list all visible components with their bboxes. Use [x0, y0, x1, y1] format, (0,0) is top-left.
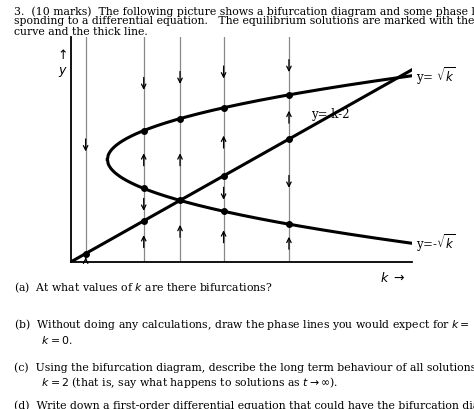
Text: (d)  Write down a first-order differential equation that could have the bifurcat: (d) Write down a first-order differentia… — [14, 401, 474, 409]
Text: sponding to a differential equation.   The equilibrium solutions are marked with: sponding to a differential equation. The… — [14, 16, 474, 26]
Text: y= $\sqrt{k}$: y= $\sqrt{k}$ — [416, 65, 456, 87]
Text: y= k-2: y= k-2 — [311, 108, 349, 121]
Text: $\uparrow$
$y$: $\uparrow$ $y$ — [55, 48, 67, 79]
Text: 3.  (10 marks)  The following picture shows a bifurcation diagram and some phase: 3. (10 marks) The following picture show… — [14, 6, 474, 17]
Text: (a)  At what values of $k$ are there bifurcations?: (a) At what values of $k$ are there bifu… — [14, 280, 273, 294]
Text: y=-$\sqrt{k}$: y=-$\sqrt{k}$ — [416, 232, 456, 254]
Text: (b)  Without doing any calculations, draw the phase lines you would expect for $: (b) Without doing any calculations, draw… — [14, 317, 474, 346]
Text: $k\;\rightarrow$: $k\;\rightarrow$ — [380, 271, 405, 285]
Text: (c)  Using the bifurcation diagram, describe the long term behaviour of all solu: (c) Using the bifurcation diagram, descr… — [14, 362, 474, 390]
Text: curve and the thick line.: curve and the thick line. — [14, 27, 148, 36]
